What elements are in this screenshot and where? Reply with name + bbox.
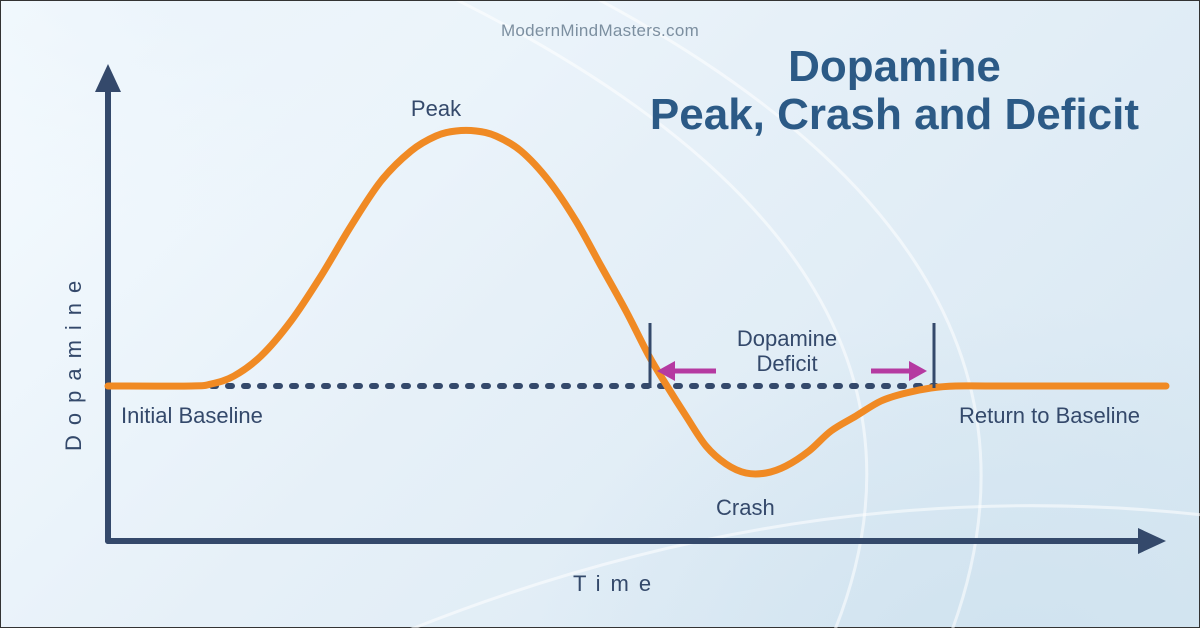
- initial-baseline-label: Initial Baseline: [121, 403, 263, 429]
- peak-label: Peak: [411, 96, 461, 122]
- x-axis-label: Time: [573, 571, 661, 597]
- crash-label: Crash: [716, 495, 775, 521]
- chart-canvas: ModernMindMasters.com Dopamine Peak, Cra…: [0, 0, 1200, 628]
- return-baseline-label: Return to Baseline: [959, 403, 1140, 429]
- deficit-label: DopamineDeficit: [737, 326, 837, 377]
- chart-svg: [1, 1, 1200, 628]
- y-axis-label: Dopamine: [61, 271, 87, 451]
- axes: [95, 64, 1166, 554]
